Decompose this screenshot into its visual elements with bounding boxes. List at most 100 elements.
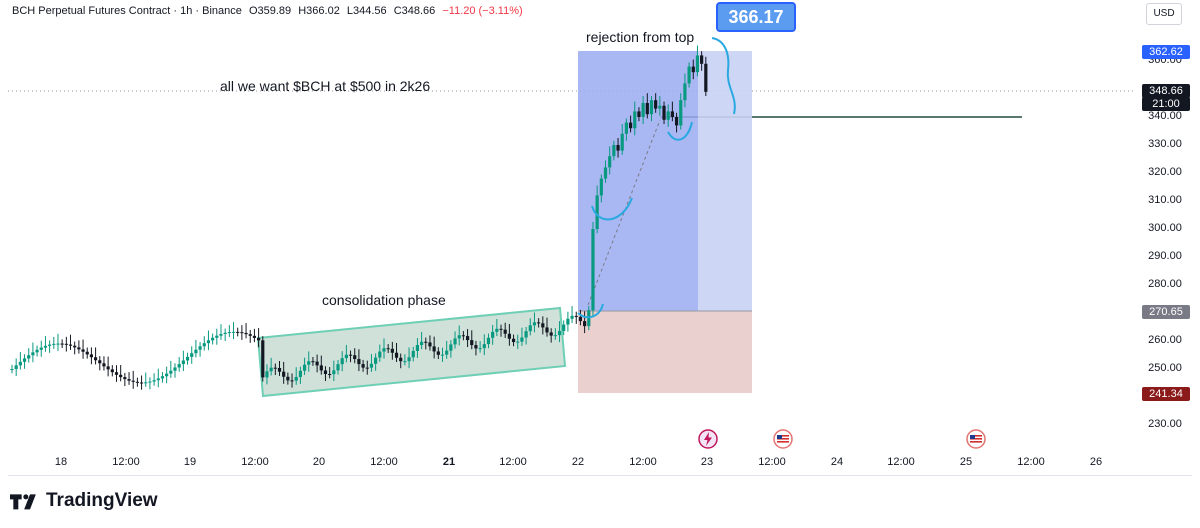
candle-body bbox=[407, 357, 411, 362]
candle-body bbox=[286, 376, 290, 381]
candle-body bbox=[139, 382, 144, 384]
price-axis[interactable]: 360.00 340.00 330.00 320.00 310.00 300.0… bbox=[1136, 30, 1194, 470]
candle-body bbox=[557, 330, 562, 336]
candle-body bbox=[198, 346, 202, 350]
candle-body bbox=[165, 373, 169, 377]
candle-body bbox=[190, 353, 194, 357]
candle-body bbox=[123, 377, 127, 380]
candle-body bbox=[545, 327, 549, 333]
time-axis[interactable]: 18 12:00 19 12:00 20 12:00 21 12:00 22 1… bbox=[8, 456, 1128, 474]
candle-body bbox=[298, 370, 302, 377]
candle-body bbox=[382, 348, 386, 352]
candle-body bbox=[637, 111, 641, 117]
candle-body bbox=[691, 66, 695, 73]
time-tick: 12:00 bbox=[241, 456, 269, 468]
time-tick: 12:00 bbox=[758, 456, 786, 468]
open-value: O359.89 bbox=[248, 5, 292, 17]
high-price-badge: 362.62 bbox=[1142, 45, 1190, 59]
candle-body bbox=[624, 122, 629, 134]
candle-body bbox=[18, 361, 22, 366]
candle-body bbox=[311, 361, 315, 363]
time-tick: 18 bbox=[54, 456, 68, 468]
time-tick: 21 bbox=[442, 456, 456, 468]
price-tick: 230.00 bbox=[1148, 418, 1182, 430]
time-tick: 25 bbox=[959, 456, 973, 468]
candle-body bbox=[148, 381, 152, 383]
symbol-title[interactable]: BCH Perpetual Futures Contract · 1h · Bi… bbox=[12, 5, 242, 17]
price-tick: 290.00 bbox=[1148, 250, 1182, 262]
candle-body bbox=[394, 352, 399, 358]
high-value: H366.02 bbox=[298, 5, 340, 17]
candle-body bbox=[227, 332, 231, 334]
profit-zone[interactable] bbox=[578, 51, 698, 311]
candle-body bbox=[156, 378, 160, 381]
candle-body bbox=[256, 337, 261, 341]
time-tick: 12:00 bbox=[499, 456, 527, 468]
bar-countdown-badge: 21:00 bbox=[1142, 97, 1190, 111]
candle-body bbox=[173, 367, 177, 371]
hand-drawn-curve-top bbox=[711, 37, 736, 115]
candle-body bbox=[503, 329, 507, 334]
candle-body bbox=[89, 354, 94, 358]
us-flag-icon[interactable] bbox=[966, 429, 986, 449]
target-note[interactable]: all we want $BCH at $500 in 2k26 bbox=[220, 78, 431, 94]
candle-body bbox=[583, 321, 587, 327]
candle-body bbox=[674, 117, 679, 126]
profit-zone-extension[interactable] bbox=[698, 51, 752, 311]
candle-body bbox=[332, 370, 336, 375]
tradingview-logo[interactable]: TradingView bbox=[10, 490, 158, 512]
candle-body bbox=[273, 367, 277, 369]
candle-body bbox=[670, 111, 674, 117]
price-tick: 300.00 bbox=[1148, 222, 1182, 234]
currency-button[interactable]: USD bbox=[1146, 3, 1182, 25]
candle-body bbox=[465, 336, 470, 341]
candle-body bbox=[461, 335, 466, 337]
price-tick: 330.00 bbox=[1148, 138, 1182, 150]
candle-body bbox=[277, 367, 282, 372]
candle-body bbox=[478, 348, 482, 350]
candle-body bbox=[440, 354, 445, 356]
candle-body bbox=[215, 335, 219, 338]
candle-body bbox=[160, 376, 165, 379]
candle-body bbox=[181, 360, 185, 365]
candle-body bbox=[612, 145, 616, 157]
candle-body bbox=[357, 359, 361, 365]
consolidation-box[interactable] bbox=[256, 306, 567, 398]
price-callout[interactable]: 366.17 bbox=[716, 2, 796, 32]
candle-body bbox=[144, 382, 148, 384]
candle-body bbox=[516, 341, 520, 343]
candle-body bbox=[700, 55, 704, 64]
candle-body bbox=[127, 379, 131, 381]
loss-zone[interactable] bbox=[578, 311, 752, 393]
candle-body bbox=[252, 335, 257, 338]
candle-body bbox=[206, 340, 211, 344]
brand-name: TradingView bbox=[46, 490, 158, 511]
candle-body bbox=[595, 195, 599, 229]
candle-body bbox=[39, 347, 43, 350]
hand-drawn-curve-mid bbox=[667, 121, 693, 141]
time-tick: 12:00 bbox=[1017, 456, 1045, 468]
candle-body bbox=[315, 361, 319, 366]
candle-body bbox=[22, 358, 27, 362]
candle-body bbox=[403, 361, 407, 363]
candle-body bbox=[603, 167, 608, 179]
candle-body bbox=[106, 366, 110, 370]
rejection-note[interactable]: rejection from top bbox=[586, 29, 695, 45]
time-tick: 26 bbox=[1089, 456, 1103, 468]
price-tick: 260.00 bbox=[1148, 334, 1182, 346]
candle-body bbox=[654, 100, 658, 109]
consolidation-note[interactable]: consolidation phase bbox=[322, 292, 446, 308]
candle-body bbox=[445, 350, 449, 355]
candle-body bbox=[353, 355, 357, 360]
candle-body bbox=[704, 63, 708, 92]
candle-body bbox=[244, 332, 248, 335]
lightning-icon[interactable] bbox=[698, 429, 718, 449]
candle-body bbox=[102, 363, 106, 367]
candle-body bbox=[294, 376, 298, 381]
chart-area[interactable] bbox=[8, 0, 1192, 476]
us-flag-icon[interactable] bbox=[773, 429, 793, 449]
close-value: C348.66 bbox=[393, 5, 436, 17]
candle-body bbox=[27, 355, 31, 359]
candle-body bbox=[282, 371, 286, 377]
